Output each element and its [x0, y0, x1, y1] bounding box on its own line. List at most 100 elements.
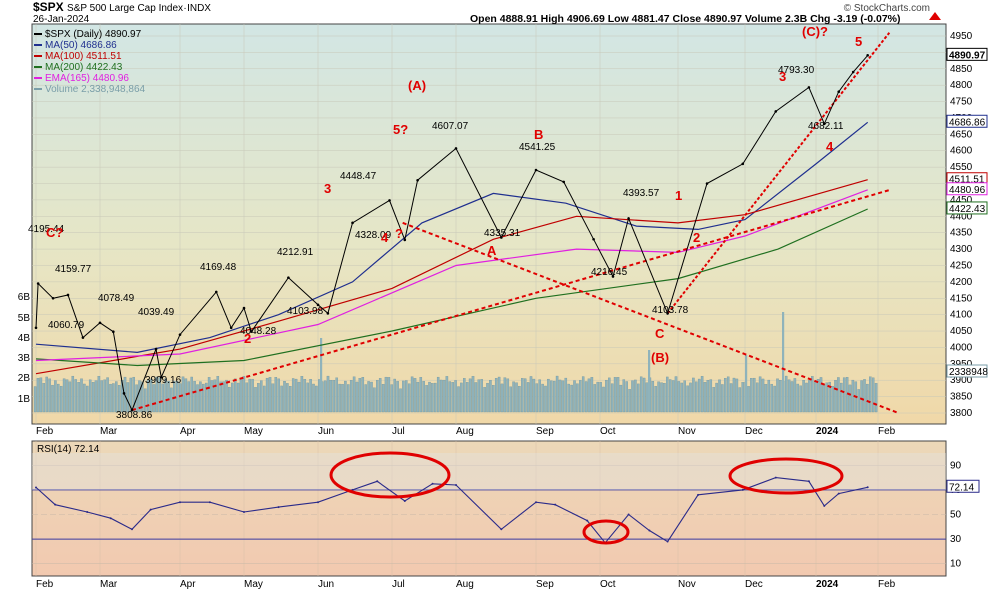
volume-bar [257, 383, 260, 413]
wave-labels: C? 2 3 4 ? (A) 5? A B 1 2 C (B) 3 4 (C)? 5 [46, 12, 941, 365]
volume-bar [828, 381, 831, 413]
price-point [822, 122, 826, 126]
price-tick-label: 4100 [950, 310, 973, 321]
volume-bar [790, 381, 794, 413]
volume-bar [628, 389, 631, 413]
last-value-label: 2338948 [949, 367, 988, 378]
price-point [178, 333, 182, 336]
rsi-highlight [728, 457, 844, 495]
x-tick-label-rsi: Dec [745, 579, 763, 590]
volume-bar [471, 376, 475, 413]
volume-bar [860, 380, 863, 413]
price-point [326, 312, 330, 315]
volume-bar [581, 376, 585, 413]
rsi-last-label: 72.14 [949, 482, 974, 493]
volume-bar [639, 376, 643, 413]
volume-bar [660, 382, 663, 413]
volume-bar [555, 375, 559, 413]
volume-bar [747, 386, 750, 413]
price-annotations: 4195.44 4159.77 4078.49 4060.79 4039.49 3909.… [28, 65, 844, 421]
volume-bar [65, 379, 69, 413]
volume-bar [42, 383, 46, 413]
volume-bar [312, 383, 315, 413]
volume-bar [686, 385, 689, 413]
volume-bar [871, 377, 875, 413]
price-tick-label: 4050 [950, 326, 973, 337]
price-panel [31, 23, 947, 425]
last-value-box [946, 201, 988, 215]
price-point [122, 392, 126, 395]
rsi-point [109, 517, 112, 520]
rsi-point [741, 488, 744, 491]
volume-bar [254, 387, 257, 413]
volume-bar [396, 381, 399, 413]
price-tick-label: 4200 [950, 277, 973, 288]
rsi-highlight-circles [329, 451, 844, 545]
rsi-point [535, 501, 537, 504]
volume-bar [378, 378, 382, 413]
volume-bar [373, 387, 376, 413]
rsi-point [243, 511, 245, 514]
volume-bar [755, 382, 759, 413]
volume-bar [683, 380, 686, 413]
volume-bar [405, 380, 408, 413]
volume-bar [680, 382, 684, 413]
rsi-label: RSI(14) 72.14 [37, 444, 100, 455]
volume-bar [674, 376, 678, 413]
volume-bar [158, 377, 162, 413]
x-tick-label-rsi: Mar [100, 579, 118, 590]
price-point [250, 330, 253, 333]
rsi-series [35, 476, 869, 544]
volume-bar [410, 376, 414, 413]
volume-bar [773, 385, 776, 413]
last-value-box [946, 364, 988, 378]
volume-bar [796, 383, 800, 413]
volume-bar [204, 382, 208, 413]
volume-bar [439, 379, 443, 413]
price-annotation: 4607.07 [432, 121, 469, 132]
volume-bar [770, 383, 773, 413]
rsi-point [208, 501, 211, 504]
volume-bar [605, 380, 608, 413]
volume-bar [692, 377, 695, 413]
volume-bar [265, 377, 269, 413]
volume-bar [167, 381, 170, 413]
volume-bar [645, 382, 649, 413]
volume-bar [463, 378, 466, 413]
volume-bar [216, 376, 220, 413]
volume-bar [184, 378, 188, 413]
volume-bar [161, 383, 164, 413]
x-tick-label: Oct [600, 426, 616, 437]
price-point [351, 221, 354, 225]
last-value-box [946, 47, 988, 61]
volume-tick-label: 4B [18, 333, 31, 344]
volume-bar [338, 383, 341, 413]
volume-bar [370, 381, 373, 413]
volume-bar [779, 380, 782, 413]
rsi-point [277, 506, 280, 509]
rsi-point [837, 492, 840, 495]
price-point [388, 199, 391, 202]
volume-bar [831, 385, 834, 413]
volume-bar [344, 380, 347, 413]
volume-bar [228, 386, 231, 413]
volume-tick-label: 2B [18, 373, 31, 384]
volume-bar [474, 382, 478, 413]
volume-bar [515, 382, 518, 413]
volume-bar [593, 384, 597, 413]
volume-bar [193, 381, 196, 413]
x-tick-label-rsi: Aug [456, 579, 474, 590]
x-tick-label: Feb [36, 426, 54, 437]
x-tick-label: Apr [180, 426, 196, 437]
volume-bar [225, 379, 228, 413]
volume-bar [138, 380, 141, 413]
volume-bar [36, 378, 40, 413]
volume-bar [622, 379, 626, 413]
last-value-label: 4480.96 [949, 185, 986, 196]
volume-bar [286, 383, 289, 413]
volume-bar [332, 380, 336, 413]
volume-bar [57, 383, 60, 413]
wave-label: 2 [244, 331, 251, 346]
volume-bar [146, 380, 150, 413]
